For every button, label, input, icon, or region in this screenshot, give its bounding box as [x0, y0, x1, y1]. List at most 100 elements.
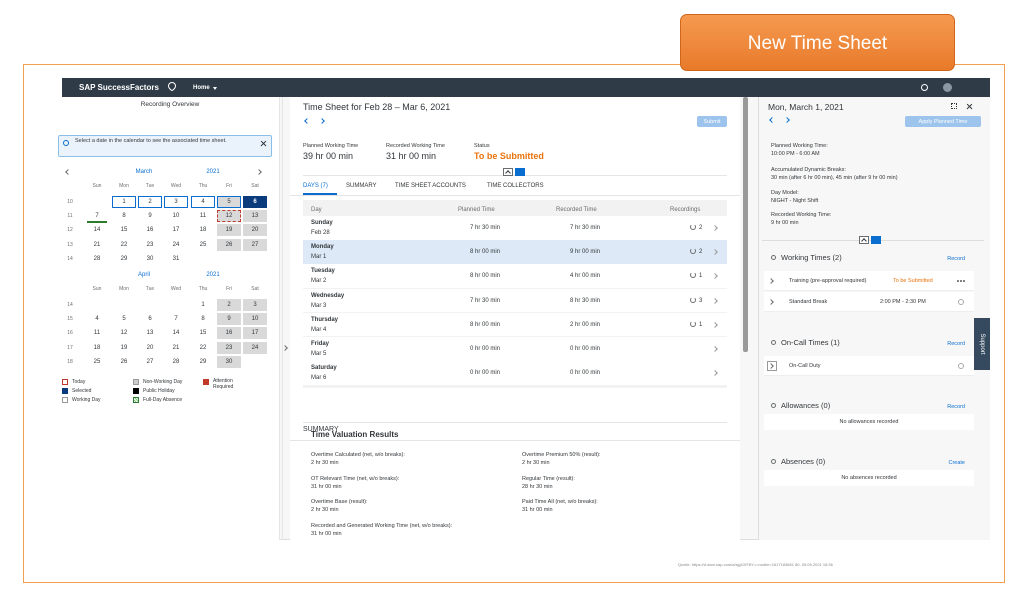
calendar-day[interactable]: 19: [225, 227, 233, 234]
table-row[interactable]: [303, 240, 727, 264]
calendar-day-cell[interactable]: [191, 341, 215, 354]
calendar-day-cell[interactable]: [191, 327, 215, 340]
calendar-day[interactable]: 26: [120, 358, 128, 365]
calendar-day[interactable]: 12: [120, 330, 128, 337]
calendar-day-cell[interactable]: [243, 224, 267, 237]
section-action[interactable]: Record: [947, 341, 965, 347]
calendar-day-cell[interactable]: [85, 210, 109, 223]
calendar-day-cell[interactable]: [243, 238, 267, 251]
calendar-day-cell[interactable]: [164, 252, 188, 265]
calendar-day-cell[interactable]: [191, 238, 215, 251]
calendar-day-cell[interactable]: [112, 341, 136, 354]
calendar-day-cell[interactable]: [164, 355, 188, 368]
calendar-day[interactable]: 18: [93, 344, 101, 351]
calendar-day-cell[interactable]: [191, 355, 215, 368]
calendar-day-cell[interactable]: [243, 327, 267, 340]
item-delete[interactable]: [958, 363, 964, 369]
apply-label[interactable]: Apply Planned Time: [918, 118, 968, 125]
calendar-day-cell[interactable]: [85, 252, 109, 265]
calendar-day-cell[interactable]: [138, 196, 162, 208]
calendar-day-cell[interactable]: [191, 299, 215, 311]
calendar-day[interactable]: 28: [93, 255, 101, 262]
calendar-day[interactable]: 7: [95, 213, 99, 220]
calendar-day[interactable]: 10: [251, 316, 259, 323]
tab[interactable]: TIME COLLECTORS: [487, 183, 544, 189]
submit-label[interactable]: Submit: [703, 118, 721, 125]
pin-button[interactable]: [515, 168, 525, 176]
calendar-day[interactable]: 29: [120, 255, 128, 262]
item-delete[interactable]: [958, 299, 964, 305]
calendar-day-cell[interactable]: [138, 252, 162, 265]
calendar-day[interactable]: 3: [253, 302, 257, 308]
calendar-day-cell[interactable]: [112, 224, 136, 237]
calendar-day-cell[interactable]: [243, 196, 267, 208]
calendar-day[interactable]: 9: [227, 316, 231, 323]
calendar-day-cell[interactable]: [85, 341, 109, 354]
calendar-day-cell[interactable]: [217, 299, 241, 311]
calendar-day[interactable]: 6: [253, 199, 257, 205]
calendar-day-cell[interactable]: [85, 224, 109, 237]
calendar-day[interactable]: 16: [146, 227, 154, 234]
calendar-day-cell[interactable]: [164, 313, 188, 326]
calendar-day-cell[interactable]: [191, 313, 215, 326]
table-row[interactable]: [303, 312, 727, 337]
calendar-day[interactable]: 17: [251, 330, 259, 337]
tab[interactable]: DAYS (7): [303, 183, 328, 189]
section-action[interactable]: Create: [948, 460, 965, 466]
month-year[interactable]: 2021: [206, 169, 220, 175]
calendar-day-cell[interactable]: [164, 210, 188, 223]
calendar-day-cell[interactable]: [112, 327, 136, 340]
calendar-day[interactable]: 11: [199, 213, 207, 220]
calendar-day[interactable]: 14: [172, 330, 180, 337]
more-dot[interactable]: [963, 280, 965, 282]
tab[interactable]: SUMMARY: [346, 183, 377, 189]
calendar-day[interactable]: 25: [93, 358, 101, 365]
calendar-day[interactable]: 17: [172, 227, 180, 234]
calendar-day[interactable]: 8: [122, 213, 126, 220]
calendar-day-cell[interactable]: [112, 238, 136, 251]
scrollbar[interactable]: [743, 97, 748, 352]
calendar-day-cell[interactable]: [112, 252, 136, 265]
calendar-day[interactable]: 24: [251, 344, 259, 351]
calendar-day[interactable]: 21: [172, 344, 180, 351]
calendar-day[interactable]: 31: [172, 255, 180, 262]
calendar-day[interactable]: 19: [120, 344, 128, 351]
calendar-day[interactable]: 23: [225, 344, 233, 351]
calendar-day-cell[interactable]: [217, 238, 241, 251]
calendar-day[interactable]: 2: [148, 199, 152, 205]
calendar-day[interactable]: 27: [146, 358, 154, 365]
calendar-day[interactable]: 21: [93, 241, 101, 248]
calendar-day-cell[interactable]: [85, 327, 109, 340]
calendar-day[interactable]: 22: [199, 344, 207, 351]
month-name[interactable]: April: [137, 272, 150, 278]
calendar-day[interactable]: 3: [174, 199, 178, 205]
tab[interactable]: TIME SHEET ACCOUNTS: [395, 183, 466, 189]
calendar-day-cell[interactable]: [217, 341, 241, 354]
calendar-day-cell[interactable]: [217, 210, 241, 223]
calendar-day[interactable]: 4: [95, 316, 99, 323]
calendar-day-cell[interactable]: [164, 327, 188, 340]
calendar-day[interactable]: 29: [199, 358, 207, 365]
calendar-day[interactable]: 20: [146, 344, 154, 351]
pin-button[interactable]: [871, 236, 881, 244]
collapse-button[interactable]: [859, 236, 869, 244]
calendar-day-cell[interactable]: [138, 238, 162, 251]
more-dot[interactable]: [957, 280, 959, 282]
section-item[interactable]: [764, 292, 974, 312]
table-row[interactable]: [303, 337, 727, 361]
home-menu[interactable]: Home: [193, 85, 210, 91]
calendar-day[interactable]: 30: [225, 358, 233, 365]
calendar-day[interactable]: 4: [201, 199, 205, 205]
calendar-day-cell[interactable]: [85, 313, 109, 326]
calendar-day-cell[interactable]: [191, 210, 215, 223]
apply-button[interactable]: [905, 116, 981, 127]
table-row[interactable]: [303, 264, 727, 288]
section-item[interactable]: [764, 356, 974, 376]
calendar-day[interactable]: 7: [174, 316, 178, 323]
calendar-day[interactable]: 6: [148, 316, 152, 323]
avatar[interactable]: [943, 83, 952, 92]
calendar-day[interactable]: 11: [93, 330, 101, 337]
calendar-day-cell[interactable]: [243, 341, 267, 354]
calendar-day[interactable]: 15: [120, 227, 128, 234]
shell-icon[interactable]: [921, 84, 928, 91]
